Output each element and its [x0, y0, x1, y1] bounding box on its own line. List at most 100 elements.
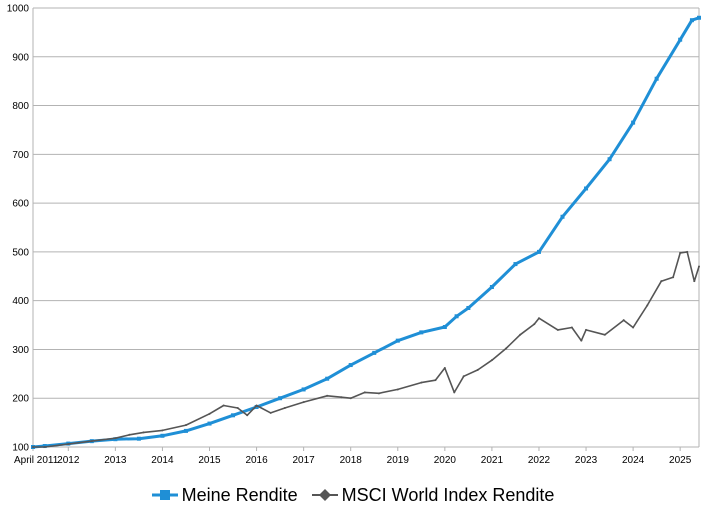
msci-world-point	[340, 396, 343, 399]
meine-rendite-point	[513, 262, 518, 267]
meine-rendite-point	[254, 405, 259, 410]
msci-world-swatch-icon	[311, 489, 338, 501]
meine-rendite-point	[454, 314, 459, 319]
msci-world-point	[396, 388, 399, 391]
y-axis: 100 200 300 400 500 600 700 800 900 1000	[7, 4, 30, 454]
x-tick-label: 2021	[481, 455, 504, 466]
y-tick-label: 200	[12, 394, 29, 405]
y-tick-label: 400	[12, 296, 29, 307]
x-tick-label: 2025	[669, 455, 692, 466]
msci-world-point	[533, 323, 536, 326]
msci-world-point	[283, 406, 286, 409]
meine-rendite-point	[536, 249, 541, 254]
y-tick-label: 700	[12, 150, 29, 161]
meine-rendite-point	[560, 214, 565, 219]
msci-world-point	[603, 333, 606, 336]
msci-world-point	[67, 443, 70, 446]
meine-rendite-point	[372, 350, 377, 355]
msci-world-point	[246, 414, 249, 417]
msci-world-point	[326, 394, 329, 397]
meine-rendite-point	[678, 37, 683, 42]
msci-world-point	[585, 328, 588, 331]
meine-rendite-point	[278, 396, 283, 401]
msci-world-point	[632, 326, 635, 329]
msci-world-point	[161, 429, 164, 432]
meine-rendite-point	[442, 325, 447, 330]
msci-world-point	[505, 347, 508, 350]
line-chart: 100 200 300 400 500 600 700 800 900 1000 April 20…	[7, 4, 701, 466]
msci-world-point	[90, 440, 93, 443]
x-tick-label: 2020	[434, 455, 457, 466]
msci-world-point	[570, 326, 573, 329]
x-tick-label: 2022	[528, 455, 551, 466]
meine-rendite-point	[697, 15, 701, 20]
y-tick-label: 600	[12, 199, 29, 210]
y-tick-label: 500	[12, 247, 29, 258]
msci-world-point	[434, 379, 437, 382]
meine-rendite-point	[160, 433, 165, 438]
msci-world-point	[679, 251, 682, 254]
y-tick-label: 100	[12, 443, 29, 454]
legend-item-meine-rendite[interactable]: Meine Rendite	[151, 485, 298, 506]
msci-world-point	[114, 437, 117, 440]
x-tick-label: 2017	[293, 455, 316, 466]
msci-world-point	[646, 304, 649, 307]
meine-rendite-point	[325, 376, 330, 381]
msci-world-point	[672, 276, 675, 279]
msci-world-point	[490, 359, 493, 362]
meine-rendite-point	[654, 76, 659, 81]
msci-world-point	[537, 317, 540, 320]
meine-rendite-point	[631, 120, 636, 125]
x-tick-label: 2013	[104, 455, 127, 466]
msci-world-point	[519, 333, 522, 336]
msci-world-point	[43, 446, 46, 448]
x-tick-label: 2014	[151, 455, 174, 466]
y-tick-label: 1000	[7, 4, 30, 15]
x-tick-label: 2015	[198, 455, 221, 466]
x-tick-label: 2016	[245, 455, 268, 466]
meine-rendite-swatch-icon	[151, 490, 178, 500]
msci-world-point	[556, 328, 559, 331]
msci-world-point	[420, 381, 423, 384]
legend-item-msci-world[interactable]: MSCI World Index Rendite	[311, 484, 555, 506]
msci-world-point	[363, 391, 366, 394]
msci-world-point	[184, 424, 187, 427]
msci-world-point	[698, 265, 700, 268]
msci-world-point	[660, 280, 663, 283]
meine-rendite-point	[584, 186, 589, 191]
msci-world-point	[349, 397, 352, 400]
x-tick-label: 2019	[387, 455, 410, 466]
meine-rendite-point	[183, 428, 188, 433]
msci-world-point	[222, 404, 225, 407]
msci-world-point	[32, 446, 34, 448]
msci-world-point	[208, 412, 211, 415]
series-msci-world	[32, 250, 700, 448]
meine-rendite-point	[607, 157, 612, 162]
x-tick-label: 2023	[575, 455, 598, 466]
msci-world-point	[453, 391, 456, 394]
x-tick-label: 2018	[340, 455, 363, 466]
msci-world-point	[128, 433, 131, 436]
msci-world-point	[142, 431, 145, 434]
msci-world-point	[476, 368, 479, 371]
series-meine-rendite	[31, 15, 701, 449]
meine-rendite-point	[301, 387, 306, 392]
x-tick-label: April 2011	[14, 455, 59, 466]
msci-world-point	[377, 392, 380, 395]
meine-rendite-point	[419, 330, 424, 335]
y-tick-label: 800	[12, 101, 29, 112]
msci-world-point	[269, 411, 272, 414]
meine-rendite-point	[395, 338, 400, 343]
legend-label-msci-world: MSCI World Index Rendite	[341, 484, 555, 505]
msci-world-point	[462, 375, 465, 378]
meine-rendite-point	[689, 18, 694, 23]
meine-rendite-point	[348, 363, 353, 368]
msci-world-point	[236, 406, 239, 409]
legend: Meine Rendite MSCI World Index Rendite	[0, 482, 706, 508]
y-tick-label: 300	[12, 345, 29, 356]
msci-world-point	[255, 404, 258, 407]
msci-world-point	[622, 319, 625, 322]
msci-world-point	[686, 250, 689, 253]
msci-world-point	[302, 401, 305, 404]
